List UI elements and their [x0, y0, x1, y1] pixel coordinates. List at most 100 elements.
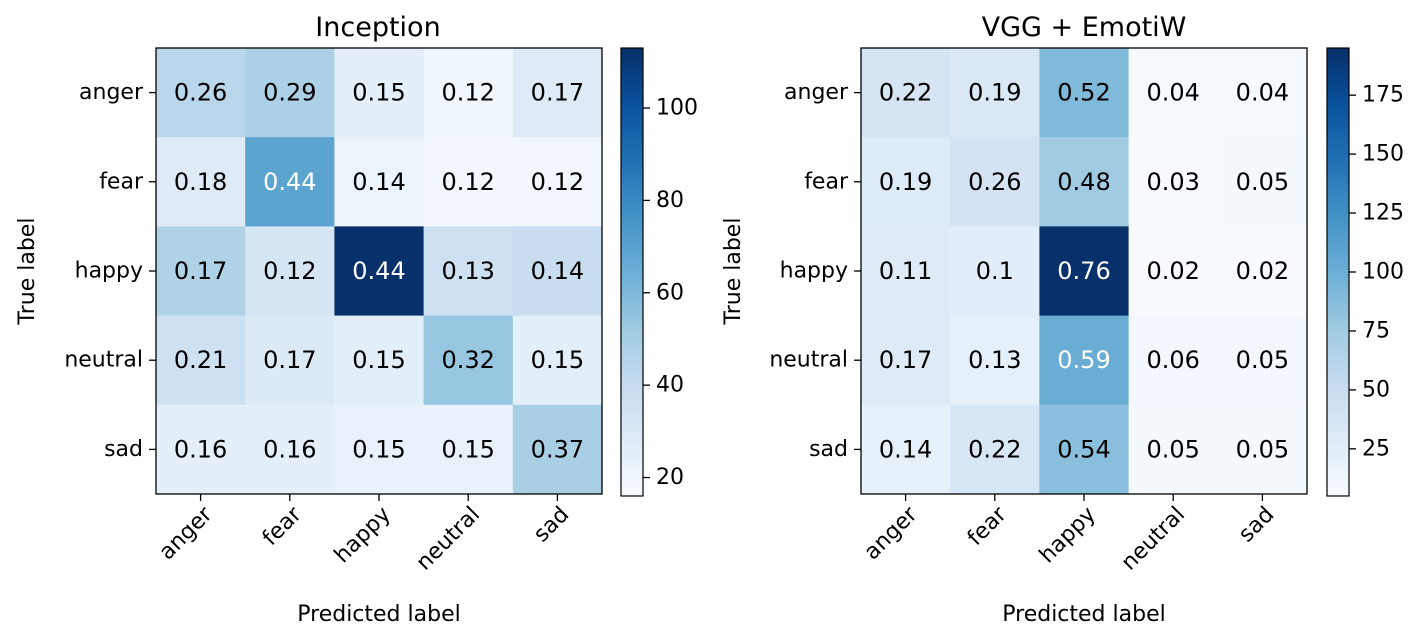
x-tick-label: neutral: [1117, 502, 1190, 575]
colorbar-tick-label: 40: [656, 373, 684, 398]
heatmap-cell: [1217, 404, 1308, 495]
colorbar-tick-label: 50: [1362, 377, 1390, 402]
cell-value-label: 0.13: [968, 346, 1021, 374]
y-tick-label: happy: [75, 259, 143, 284]
colorbar-ticks-vgg-emotiw: 25 50 75 100 125 150 175: [1349, 83, 1404, 461]
cell-value-label: 0.22: [879, 79, 932, 107]
colorbar-tick-label: 175: [1362, 83, 1404, 108]
cell-value-label: 0.52: [1057, 79, 1110, 107]
cell-value-label: 0.76: [1057, 257, 1110, 285]
colorbar-vgg-emotiw: [1326, 47, 1350, 497]
cell-value-label: 0.37: [531, 435, 584, 463]
cell-value-label: 0.14: [352, 168, 405, 196]
colorbar-tick-label: 60: [656, 280, 684, 305]
y-ticks-inception: anger fear happy neutral sad: [64, 80, 156, 462]
colorbar-tick-label: 20: [656, 465, 684, 490]
y-tick-label: anger: [79, 80, 144, 105]
heatmap-cell: [1128, 226, 1219, 316]
colorbar-tick-label: 100: [1362, 260, 1404, 285]
colorbar-tick-label: 150: [1362, 142, 1404, 167]
x-tick-label: happy: [330, 502, 396, 568]
colorbar-ticks-inception: 20 40 60 80 100: [643, 96, 698, 490]
heatmap-cell: [423, 226, 514, 316]
cell-value-label: 0.17: [531, 79, 584, 107]
heatmap-cells-vgg-emotiw: [861, 48, 1308, 495]
heatmap-cell: [245, 404, 335, 495]
heatmap-cell: [512, 315, 603, 406]
heatmap-cell: [512, 137, 603, 227]
x-tick-label: fear: [963, 501, 1012, 550]
colorbar-tick-label: 80: [656, 188, 684, 213]
y-axis-label-vgg-emotiw: True label: [721, 218, 746, 326]
cell-value-label: 0.02: [1146, 257, 1199, 285]
y-tick-label: neutral: [64, 348, 143, 373]
x-axis-label-inception: Predicted label: [297, 602, 460, 627]
cell-value-label: 0.22: [968, 435, 1021, 463]
cell-value-label: 0.02: [1236, 257, 1289, 285]
heatmap-cell: [245, 137, 335, 227]
x-tick-label: neutral: [412, 502, 485, 575]
y-tick-label: neutral: [769, 348, 848, 373]
heatmap-cell: [1039, 137, 1129, 227]
cell-value-label: 0.44: [263, 168, 316, 196]
cell-value-label: 0.21: [174, 346, 227, 374]
cell-value-label: 0.17: [174, 257, 227, 285]
cell-value-label: 0.05: [1236, 168, 1289, 196]
colorbar-tick-label: 25: [1362, 436, 1390, 461]
heatmap-cell: [1039, 404, 1129, 495]
y-tick-label: sad: [809, 437, 848, 462]
cell-value-label: 0.12: [441, 79, 494, 107]
heatmap-cell: [156, 404, 246, 495]
heatmap-cell: [334, 137, 424, 227]
cell-value-label: 0.17: [879, 346, 932, 374]
heatmap-cell: [423, 137, 514, 227]
x-tick-label: sad: [1234, 502, 1279, 547]
heatmap-cell: [950, 48, 1040, 138]
heatmap-cell: [245, 226, 335, 316]
x-ticks-vgg-emotiw: anger fear happy neutral sad: [860, 494, 1279, 575]
cell-labels-inception: 0.26 0.29 0.15 0.12 0.17 0.18 0.44 0.14 0.12 0.12…: [174, 79, 584, 464]
cell-value-label: 0.05: [1236, 435, 1289, 463]
heatmap-cell: [861, 48, 951, 138]
heatmap-cell: [1217, 48, 1308, 138]
heatmap-cell: [950, 315, 1040, 406]
y-tick-label: anger: [784, 80, 849, 105]
heatmap-cell: [1128, 404, 1219, 495]
cell-value-label: 0.18: [174, 168, 227, 196]
cell-value-label: 0.15: [531, 346, 584, 374]
heatmap-cell: [1217, 226, 1308, 316]
cell-value-label: 0.1: [976, 257, 1014, 285]
cell-value-label: 0.12: [441, 168, 494, 196]
cell-value-label: 0.26: [968, 168, 1021, 196]
heatmap-cell: [950, 137, 1040, 227]
heatmap-cell: [1128, 315, 1219, 406]
chart-title-vgg-emotiw: VGG + EmotiW: [982, 12, 1187, 43]
confusion-matrix-inception: Inception 0.26 0.29 0.15 0.12 0.170.18 0.44 0.…: [15, 12, 698, 627]
heatmap-cell: [156, 48, 246, 138]
cell-value-label: 0.04: [1146, 79, 1199, 107]
cell-value-label: 0.15: [352, 79, 405, 107]
x-tick-label: anger: [860, 501, 924, 565]
y-tick-label: happy: [780, 259, 848, 284]
y-tick-label: sad: [104, 437, 143, 462]
heatmap-cell: [950, 226, 1040, 316]
heatmap-cell: [245, 315, 335, 406]
heatmap-cell: [1039, 315, 1129, 406]
x-tick-label: happy: [1035, 502, 1101, 568]
heatmap-cell: [950, 404, 1040, 495]
cell-value-label: 0.11: [879, 257, 932, 285]
heatmap-cell: [861, 137, 951, 227]
heatmap-cell: [334, 404, 424, 495]
heatmap-cell: [861, 404, 951, 495]
y-ticks-vgg-emotiw: anger fear happy neutral sad: [769, 80, 861, 462]
cell-value-label: 0.04: [1236, 79, 1289, 107]
colorbar-tick-label: 75: [1362, 318, 1390, 343]
cell-value-label: 0.15: [352, 346, 405, 374]
cell-value-label: 0.05: [1236, 346, 1289, 374]
heatmap-cell: [156, 226, 246, 316]
confusion-matrix-vgg-emotiw: VGG + EmotiW 0.22 0.19 0.52 0.04 0.040.19 0.2…: [721, 12, 1404, 627]
cell-value-label: 0.03: [1146, 168, 1199, 196]
cell-value-label: 0.17: [263, 346, 316, 374]
cell-value-label: 0.26: [174, 79, 227, 107]
x-ticks-inception: anger fear happy neutral sad: [155, 494, 574, 575]
